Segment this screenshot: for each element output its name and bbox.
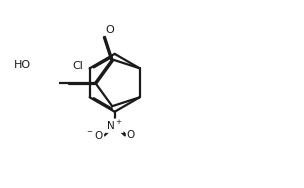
Text: HO: HO: [13, 61, 31, 70]
Text: $\mathregular{N}^+$: $\mathregular{N}^+$: [106, 119, 123, 132]
Text: $^-$O: $^-$O: [85, 129, 103, 141]
Text: O: O: [106, 25, 115, 35]
Text: O: O: [126, 130, 135, 140]
Text: Cl: Cl: [72, 61, 83, 71]
